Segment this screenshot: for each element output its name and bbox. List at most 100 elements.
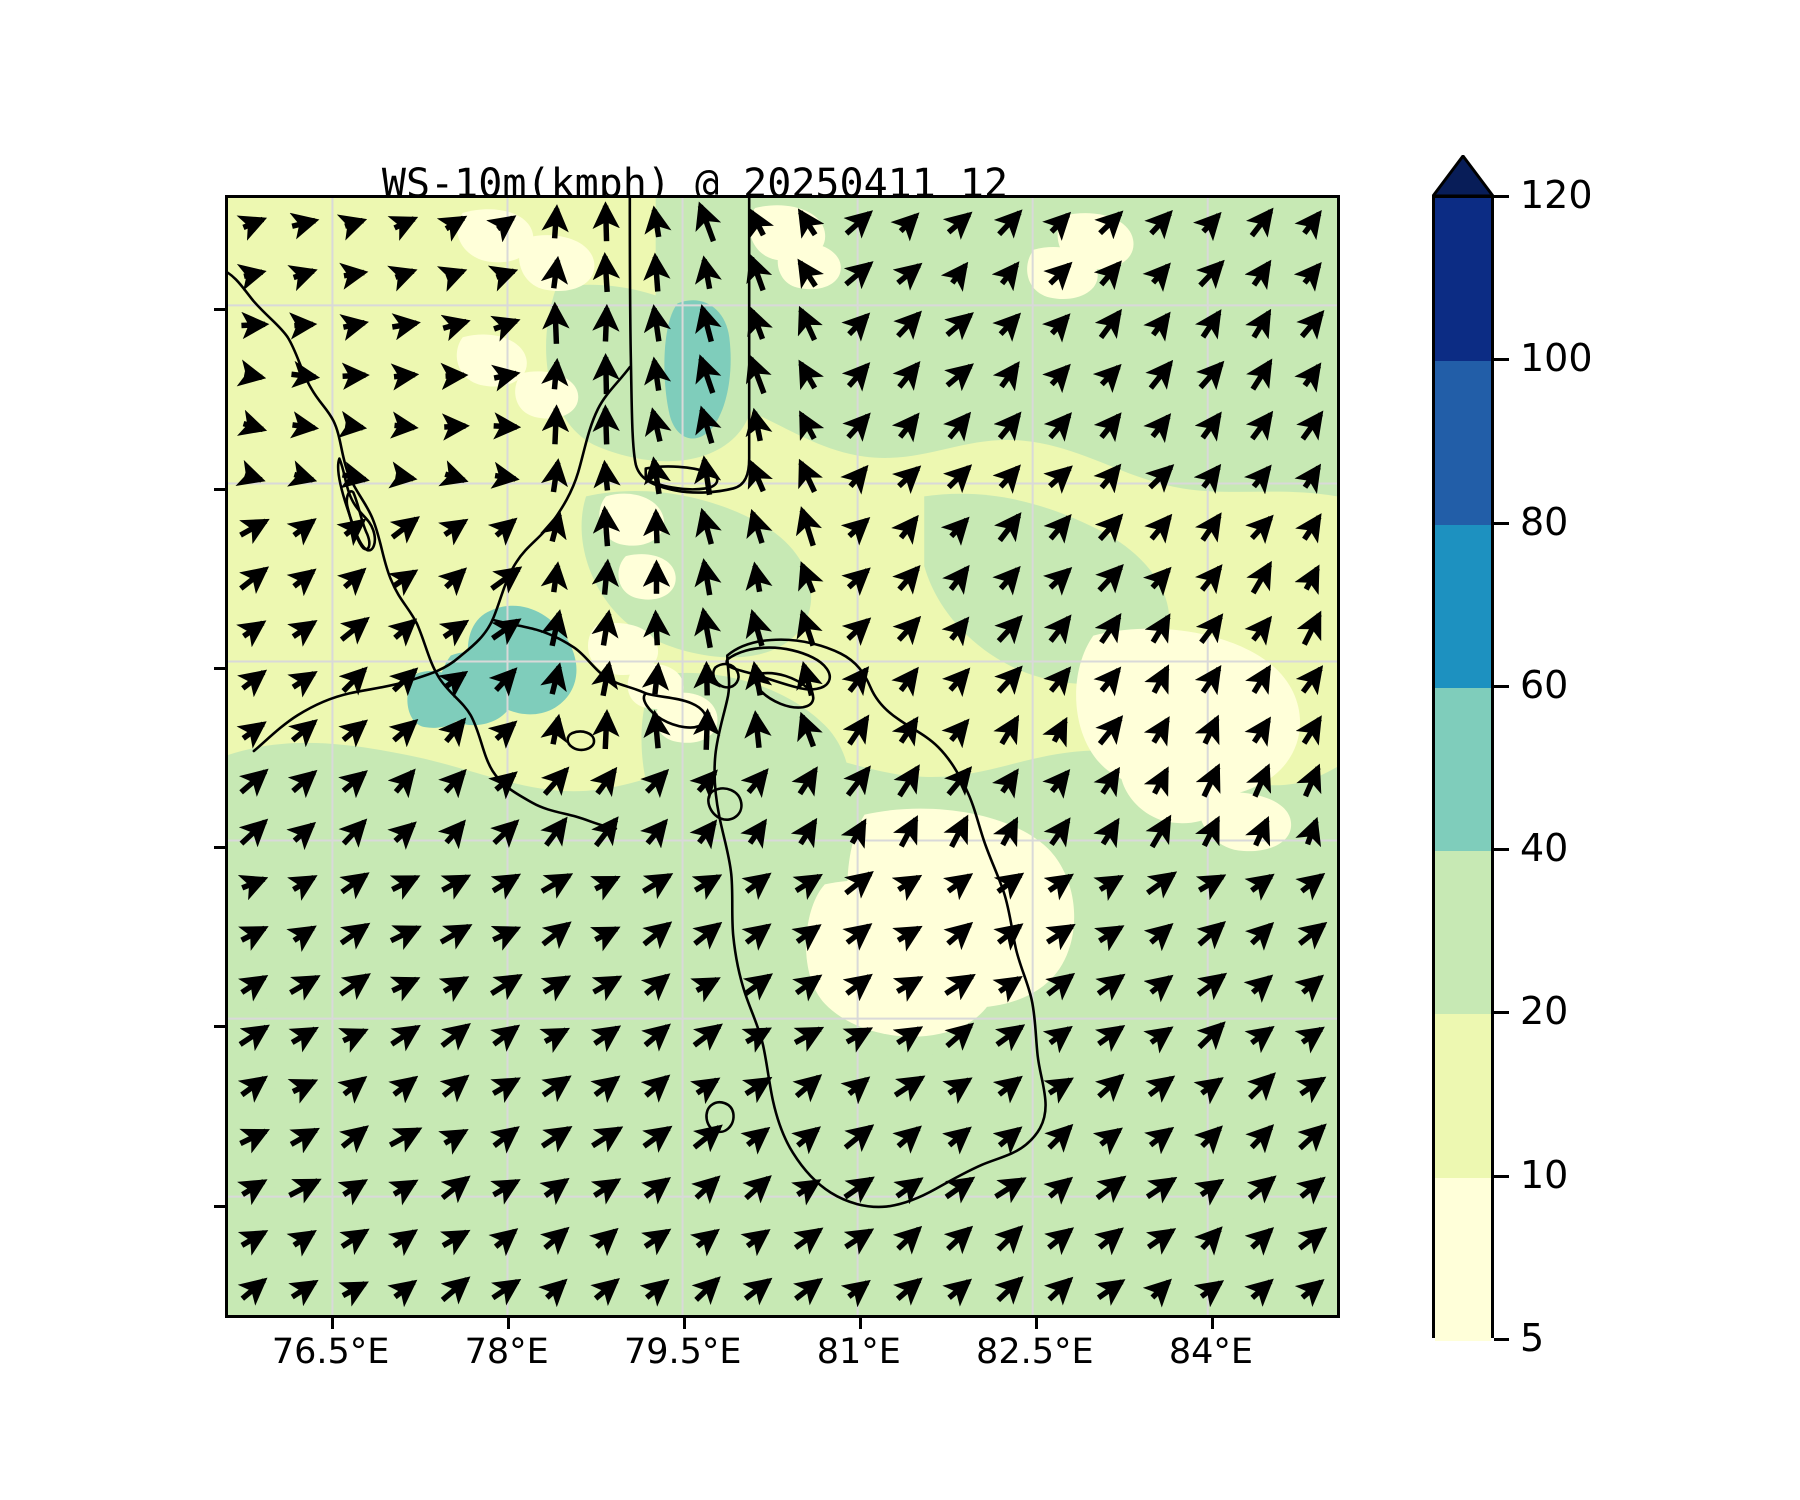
wind-arrow xyxy=(1042,716,1068,748)
wind-arrow xyxy=(1094,613,1122,645)
wind-arrow xyxy=(1245,815,1271,847)
wind-arrow xyxy=(287,1078,319,1104)
wind-arrow xyxy=(1246,560,1273,595)
wind-arrow xyxy=(236,264,267,291)
wind-arrow xyxy=(841,362,871,392)
wind-arrow xyxy=(540,458,568,493)
wind-arrow xyxy=(339,973,371,1001)
x-tick-label: 78°E xyxy=(464,1332,549,1372)
wind-arrow xyxy=(1095,1279,1126,1306)
wind-arrow xyxy=(1095,715,1124,746)
wind-arrow xyxy=(1296,310,1325,340)
wind-arrow xyxy=(493,412,522,440)
wind-arrow xyxy=(387,618,418,647)
wind-arrow xyxy=(748,207,774,239)
wind-arrow xyxy=(241,311,270,340)
wind-arrow xyxy=(1092,363,1122,394)
wind-arrow xyxy=(1194,411,1222,442)
wind-arrow xyxy=(338,410,368,438)
wind-arrow xyxy=(1294,564,1320,596)
wind-arrow xyxy=(1244,873,1275,901)
colorbar-tick-label: 5 xyxy=(1520,1316,1545,1360)
wind-arrow xyxy=(891,874,923,901)
wind-arrow xyxy=(590,926,621,952)
wind-arrow xyxy=(388,569,419,597)
wind-arrow xyxy=(437,567,468,597)
wind-arrow xyxy=(388,1075,419,1104)
wind-arrow xyxy=(792,873,823,900)
wind-arrow xyxy=(843,261,874,290)
wind-arrow xyxy=(1244,259,1272,291)
wind-arrow xyxy=(1145,1228,1177,1255)
wind-arrow xyxy=(592,505,621,547)
wind-arrow xyxy=(438,976,470,1003)
wind-arrow xyxy=(1043,666,1072,697)
wind-arrow xyxy=(992,1075,1023,1104)
wind-arrow xyxy=(339,1228,370,1256)
wind-arrow xyxy=(1142,262,1171,293)
wind-arrow xyxy=(791,924,822,952)
wind-arrow xyxy=(840,517,871,546)
wind-arrow xyxy=(289,1127,320,1154)
wind-arrow xyxy=(490,315,521,342)
wind-arrow xyxy=(438,768,467,799)
wind-arrow xyxy=(1244,921,1275,951)
wind-arrow xyxy=(388,667,419,697)
wind-arrow xyxy=(438,460,469,487)
wind-arrow xyxy=(1044,1123,1074,1153)
wind-arrow xyxy=(792,1074,823,1103)
wind-arrow xyxy=(440,1276,471,1305)
y-tick-mark xyxy=(214,487,225,491)
wind-arrow xyxy=(1093,766,1120,798)
x-tick-mark xyxy=(1210,1318,1214,1329)
wind-arrow xyxy=(589,766,618,798)
wind-arrow xyxy=(841,666,870,697)
wind-arrow xyxy=(944,973,976,1001)
wind-arrow xyxy=(438,717,467,748)
wind-arrow xyxy=(540,561,568,593)
wind-arrow xyxy=(490,566,523,594)
wind-arrow xyxy=(1042,211,1072,241)
wind-arrow xyxy=(639,1278,670,1307)
wind-arrow xyxy=(540,510,567,543)
wind-arrow xyxy=(237,974,269,1002)
wind-arrow xyxy=(798,410,825,441)
wind-arrow xyxy=(843,1228,875,1255)
wind-arrow xyxy=(1095,1025,1126,1053)
wind-arrow xyxy=(1144,513,1173,544)
wind-arrow xyxy=(540,975,572,1002)
wind-arrow xyxy=(592,303,620,342)
wind-arrow xyxy=(337,1076,368,1104)
wind-arrow xyxy=(339,872,370,900)
wind-arrow xyxy=(1142,566,1172,597)
wind-arrow xyxy=(1196,1021,1226,1051)
wind-arrow xyxy=(337,567,367,597)
wind-arrow xyxy=(741,1076,773,1104)
wind-arrow xyxy=(1043,465,1073,494)
wind-arrow xyxy=(1043,513,1072,544)
wind-arrow xyxy=(1043,1176,1074,1205)
wind-arrow xyxy=(1244,1025,1275,1054)
wind-arrow xyxy=(591,1126,624,1153)
wind-arrow xyxy=(589,1227,619,1257)
wind-arrow xyxy=(841,312,871,342)
wind-arrow xyxy=(1093,817,1120,849)
wind-arrow xyxy=(1145,814,1172,849)
colorbar-tick xyxy=(1494,1174,1509,1178)
wind-arrow xyxy=(1193,1077,1224,1105)
wind-arrow xyxy=(438,1128,469,1155)
wind-arrow xyxy=(339,1125,369,1154)
wind-arrow xyxy=(694,607,722,649)
colorbar-gradient xyxy=(1432,195,1494,1341)
wind-arrow xyxy=(893,1177,924,1205)
wind-arrow xyxy=(793,1227,824,1255)
wind-arrow xyxy=(1143,974,1174,1003)
wind-arrow xyxy=(387,768,416,799)
wind-arrow xyxy=(840,818,867,849)
wind-arrow xyxy=(488,1228,519,1257)
wind-arrow xyxy=(1297,1226,1328,1255)
x-tick-mark xyxy=(330,1318,334,1329)
wind-arrow xyxy=(793,1277,824,1306)
colorbar-tick xyxy=(1494,1011,1509,1015)
wind-arrow xyxy=(892,565,921,595)
